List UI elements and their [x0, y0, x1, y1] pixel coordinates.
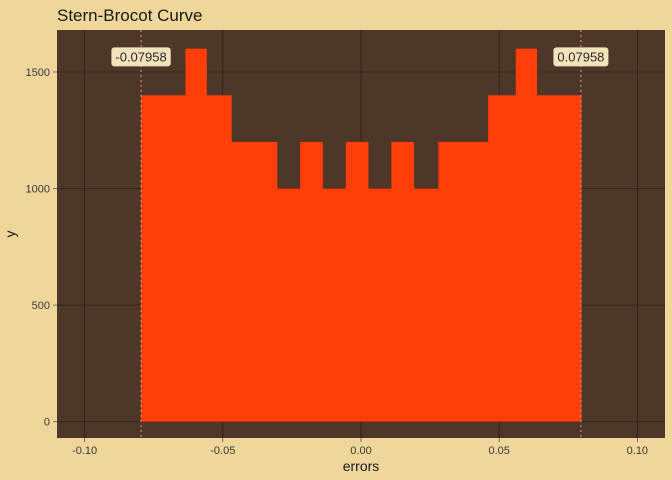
annotation-box: [111, 47, 171, 67]
histogram-bar: [276, 188, 301, 422]
y-tick-label: 500: [32, 300, 50, 312]
annotation-text: 0.07958: [557, 49, 604, 64]
y-axis-title: y: [2, 231, 18, 238]
histogram-bar: [515, 48, 538, 422]
histogram-bars: [141, 48, 582, 422]
histogram-bar: [345, 141, 369, 422]
x-tick-label: 0.05: [488, 445, 509, 457]
y-tick-label: 1500: [26, 67, 50, 79]
histogram-bar: [413, 188, 439, 422]
y-tick-label: 0: [44, 417, 50, 429]
histogram-bar: [185, 48, 207, 422]
x-axis-ticks: -0.10 -0.05 0.00 0.05 0.10: [72, 438, 648, 457]
histogram-bar: [391, 141, 415, 422]
y-axis-ticks: 0 500 1000 1500: [26, 67, 57, 429]
x-tick-label: -0.10: [72, 445, 97, 457]
annotation-box: [553, 47, 609, 67]
histogram-bar: [141, 95, 187, 422]
annotation-label: -0.07958: [111, 47, 171, 67]
x-tick-label: 0.10: [627, 445, 648, 457]
x-tick-label: -0.05: [210, 445, 235, 457]
histogram-bar: [322, 188, 347, 422]
histogram-bar: [300, 141, 323, 422]
histogram-bar: [488, 95, 517, 422]
histogram-bar: [438, 141, 489, 422]
annotation-label: 0.07958: [553, 47, 609, 67]
y-tick-label: 1000: [26, 184, 50, 196]
chart-title: Stern-Brocot Curve: [57, 6, 203, 25]
reference-lines: [140, 30, 582, 438]
histogram-bar: [206, 95, 232, 422]
x-axis-title: errors: [343, 458, 380, 474]
annotations: -0.07958 0.07958: [111, 47, 609, 67]
histogram-bar: [536, 95, 582, 422]
histogram-bar: [367, 188, 392, 422]
histogram-bar: [231, 141, 278, 422]
x-tick-label: 0.00: [350, 445, 371, 457]
annotation-text: -0.07958: [115, 49, 166, 64]
